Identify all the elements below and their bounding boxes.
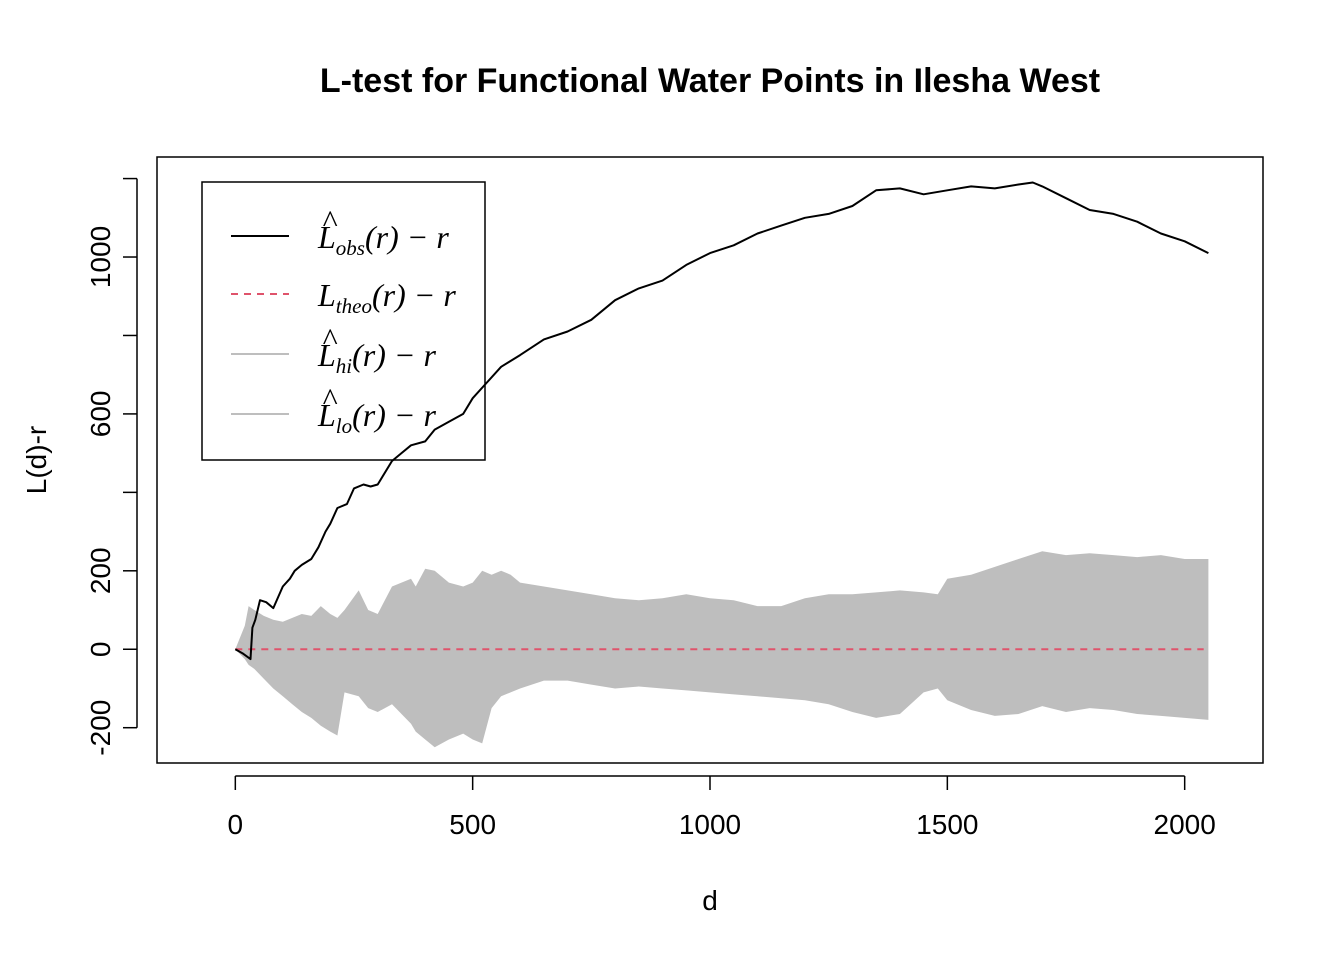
legend-label: Llo(r) − r — [317, 397, 437, 438]
y-axis-label: L(d)-r — [21, 426, 52, 494]
y-tick-label: 1000 — [85, 226, 116, 288]
x-tick-label: 500 — [449, 809, 496, 840]
legend-box — [201, 181, 486, 461]
y-tick-label: 600 — [85, 391, 116, 438]
legend-item-obs: Lobs(r) − r^ — [231, 203, 449, 260]
y-tick-label: 200 — [85, 547, 116, 594]
x-axis-label: d — [702, 885, 718, 916]
series-obs-line — [234, 181, 1209, 661]
legend-label: Ltheo(r) − r — [317, 277, 456, 318]
x-tick-label: 1000 — [679, 809, 741, 840]
legend-hat: ^ — [322, 203, 338, 239]
legend-item-theo: Ltheo(r) − r — [231, 277, 456, 318]
x-tick-label: 0 — [228, 809, 244, 840]
y-tick-label: -200 — [85, 700, 116, 756]
series-layer — [234, 181, 1209, 661]
y-tick-label: 0 — [85, 642, 116, 658]
chart-title: L-test for Functional Water Points in Il… — [320, 62, 1100, 100]
legend-item-lo: Llo(r) − r^ — [231, 381, 437, 438]
plot-frame — [156, 156, 1264, 764]
legend-hat: ^ — [322, 321, 338, 357]
legend-label: Lobs(r) − r — [317, 219, 449, 260]
x-tick-label: 1500 — [916, 809, 978, 840]
legend-item-hi: Lhi(r) − r^ — [231, 321, 437, 378]
legend-hat: ^ — [322, 381, 338, 417]
legend-label: Lhi(r) − r — [317, 337, 437, 378]
y-axis: -200 0 200 600 1000 — [85, 177, 138, 756]
x-tick-label: 2000 — [1154, 809, 1216, 840]
x-axis: 0 500 1000 1500 2000 — [228, 775, 1216, 840]
